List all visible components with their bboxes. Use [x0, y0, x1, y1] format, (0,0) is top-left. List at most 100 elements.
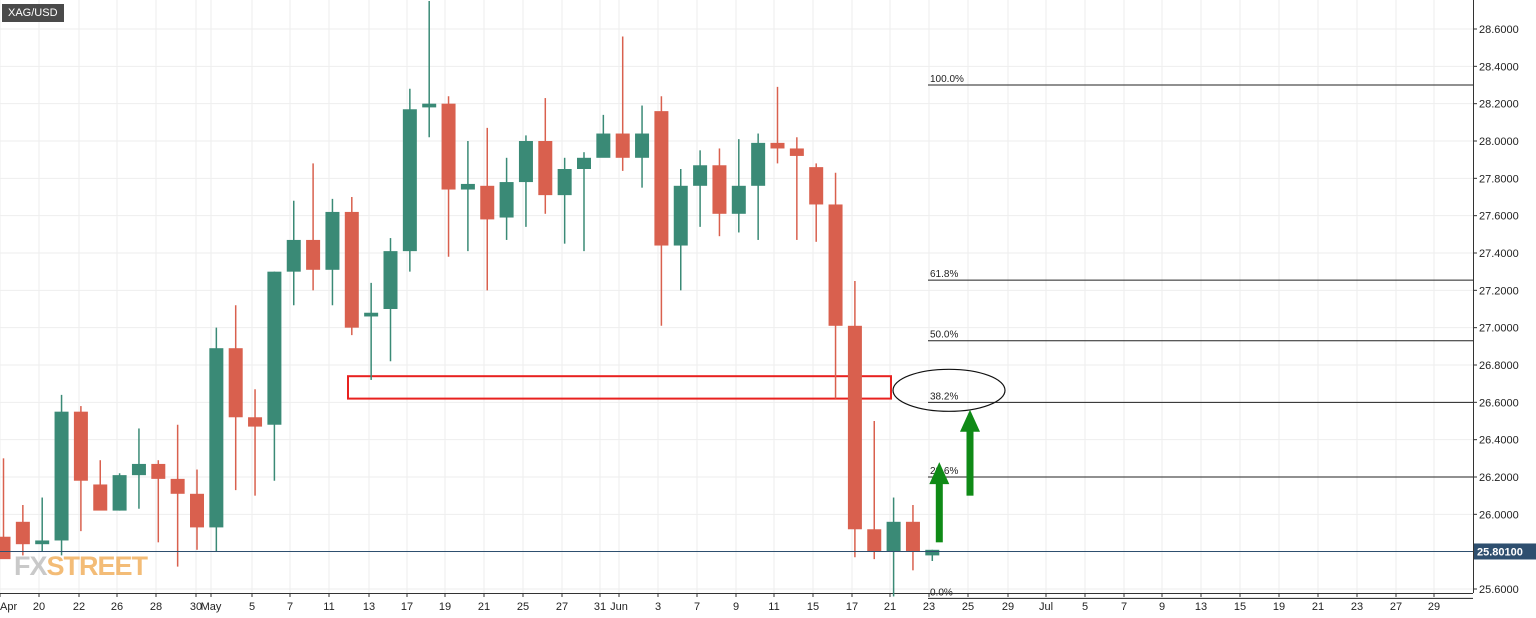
y-tick-label-9: 27.4000	[1479, 248, 1519, 260]
candle-body-1	[15, 521, 30, 545]
candle-5	[93, 460, 108, 511]
candle-45	[867, 421, 882, 560]
candle-body-29	[557, 169, 572, 196]
x-tick-label-19: 7	[694, 601, 700, 613]
candle-body-47	[905, 521, 920, 552]
candle-15	[286, 200, 301, 306]
candle-body-20	[383, 251, 398, 309]
candle-body-43	[828, 204, 843, 326]
candle-body-19	[364, 312, 379, 317]
candle-body-31	[596, 133, 611, 158]
y-tick-label-6: 26.8000	[1479, 360, 1519, 372]
y-tick-label-14: 28.4000	[1479, 61, 1519, 73]
y-tick-label-7: 27.0000	[1479, 323, 1519, 335]
x-tick-label-15: 27	[556, 601, 568, 613]
candle-body-15	[286, 239, 301, 272]
last-price-label: 25.80100	[1477, 546, 1523, 558]
candle-10	[190, 469, 204, 550]
support-zone-rectangle	[347, 375, 892, 400]
candle-19	[364, 282, 379, 380]
candle-body-42	[809, 167, 824, 205]
x-tick-label-11: 17	[401, 601, 413, 613]
x-tick-label-6: May	[201, 601, 222, 613]
candle-27	[518, 135, 533, 227]
candle-18	[344, 197, 359, 336]
candle-0	[0, 458, 11, 560]
x-tick-label-37: 27	[1390, 601, 1402, 613]
fib-label-2: 50.0%	[930, 330, 958, 341]
fxstreet-logo: FXSTREET	[14, 551, 148, 582]
fibonacci-levels: 100.0% 61.8% 50.0% 38.2% 23.6% 0.0%	[928, 74, 1473, 599]
candle-body-2	[35, 540, 50, 545]
candle-body-22	[422, 103, 437, 108]
candle-36	[693, 150, 708, 227]
candle-26	[499, 157, 514, 240]
candle-body-8	[151, 463, 166, 479]
candle-body-36	[693, 165, 708, 186]
candle-body-11	[209, 348, 224, 528]
x-tick-label-25: 23	[923, 601, 935, 613]
y-tick-label-10: 27.6000	[1479, 211, 1519, 223]
candle-body-38	[731, 185, 746, 214]
candle-25	[480, 127, 495, 291]
candle-body-48	[925, 549, 940, 556]
candle-body-25	[480, 185, 495, 220]
candle-20	[383, 238, 398, 362]
candle-body-35	[673, 185, 688, 246]
candle-42	[809, 163, 824, 242]
candle-22	[422, 1, 437, 138]
x-tick-label-33: 15	[1234, 601, 1246, 613]
candle-body-13	[248, 417, 263, 427]
candle-33	[635, 105, 650, 188]
x-tick-label-36: 23	[1351, 601, 1363, 613]
x-tick-label-38: 29	[1428, 601, 1440, 613]
candles	[0, 1, 940, 597]
candle-34	[654, 96, 669, 326]
y-tick-label-8: 27.2000	[1479, 285, 1519, 297]
x-tick-label-5: 30	[190, 601, 202, 613]
candle-body-40	[770, 142, 785, 149]
candle-8	[151, 460, 166, 543]
x-tick-label-22: 15	[807, 601, 819, 613]
candle-body-21	[402, 109, 417, 252]
candle-40	[770, 86, 785, 164]
candle-body-26	[499, 182, 514, 218]
candle-body-32	[615, 133, 630, 158]
candle-9	[170, 424, 185, 567]
symbol-label: XAG/USD	[2, 4, 64, 22]
candle-7	[131, 428, 146, 509]
logo-fx: FX	[14, 551, 48, 581]
arrows	[929, 409, 980, 543]
candle-body-16	[306, 239, 321, 270]
x-tick-label-26: 25	[962, 601, 974, 613]
x-tick-label-17: Jun	[610, 601, 628, 613]
x-tick-label-20: 9	[733, 601, 739, 613]
fib-label-0: 100.0%	[930, 74, 964, 85]
candle-32	[615, 36, 630, 171]
candle-body-3	[54, 411, 69, 541]
arrow-head-1	[960, 409, 980, 432]
candle-body-4	[73, 411, 88, 481]
x-tick-label-12: 19	[439, 601, 451, 613]
candle-body-24	[460, 183, 475, 190]
y-axis-background	[1473, 0, 1536, 618]
arrow-head-0	[929, 462, 950, 485]
candle-38	[731, 139, 746, 233]
y-tick-label-11: 27.8000	[1479, 173, 1519, 185]
candle-body-37	[712, 165, 727, 214]
candle-31	[596, 114, 611, 158]
candle-23	[441, 96, 456, 257]
candle-21	[402, 88, 417, 272]
candle-37	[712, 148, 727, 237]
x-tick-label-10: 13	[363, 601, 375, 613]
x-tick-label-32: 13	[1195, 601, 1207, 613]
candle-1	[15, 505, 30, 556]
arrow-shaft-1	[966, 429, 974, 496]
x-tick-label-4: 28	[150, 601, 162, 613]
x-axis-background	[0, 593, 1536, 618]
candle-3	[54, 394, 69, 556]
x-tick-label-3: 26	[111, 601, 123, 613]
y-tick-label-4: 26.4000	[1479, 435, 1519, 447]
fib-label-3: 38.2%	[930, 391, 958, 402]
